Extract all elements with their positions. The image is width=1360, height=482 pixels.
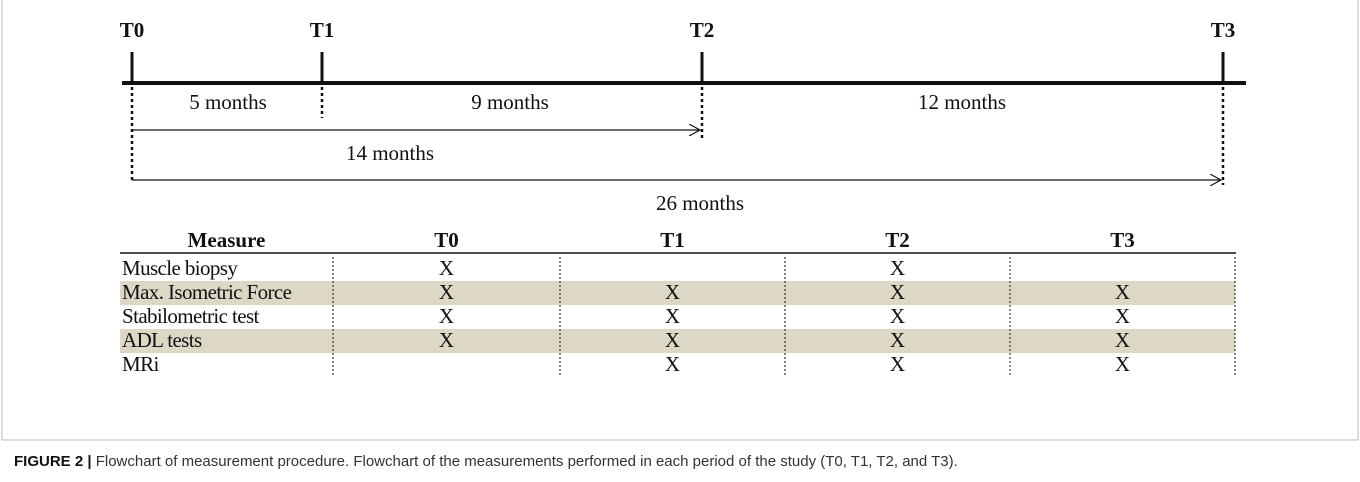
cell-mark: X (665, 352, 680, 376)
caption: FIGURE 2 | Flowchart of measurement proc… (14, 453, 958, 470)
cell-mark: X (665, 280, 680, 304)
cell-mark: X (1115, 280, 1130, 304)
table-header: T0 (434, 228, 459, 252)
interval-label: 12 months (918, 90, 1006, 114)
cell-mark: X (665, 304, 680, 328)
interval-label: 5 months (189, 90, 267, 114)
cell-mark: X (439, 256, 454, 280)
interval-label: 9 months (471, 90, 549, 114)
cell-mark: X (439, 280, 454, 304)
span-label: 14 months (346, 141, 434, 165)
row-label: Muscle biopsy (122, 256, 238, 280)
cell-mark: X (439, 328, 454, 352)
cell-mark: X (1115, 352, 1130, 376)
timepoint-label: T2 (690, 18, 715, 42)
cell-mark: X (890, 304, 905, 328)
cell-mark: X (1115, 304, 1130, 328)
timepoint-label: T1 (310, 18, 335, 42)
row-shading (120, 281, 1235, 305)
table-header: T2 (885, 228, 910, 252)
table-header: T3 (1110, 228, 1135, 252)
timepoint-label: T0 (120, 18, 145, 42)
row-label: MRi (122, 352, 159, 376)
cell-mark: X (890, 328, 905, 352)
cell-mark: X (890, 280, 905, 304)
cell-mark: X (665, 328, 680, 352)
row-label: Max. Isometric Force (122, 280, 292, 304)
cell-mark: X (1115, 328, 1130, 352)
timepoint-label: T3 (1211, 18, 1236, 42)
table-header: T1 (660, 228, 685, 252)
span-label: 26 months (656, 191, 744, 215)
row-shading (120, 329, 1235, 353)
figure-frame (1, 0, 1359, 441)
row-label: Stabilometric test (122, 304, 260, 328)
row-label: ADL tests (122, 328, 202, 352)
caption-label: FIGURE 2 | (14, 453, 92, 470)
cell-mark: X (890, 352, 905, 376)
caption-text: Flowchart of measurement procedure. Flow… (96, 453, 958, 470)
cell-mark: X (890, 256, 905, 280)
cell-mark: X (439, 304, 454, 328)
table-header: Measure (188, 228, 266, 252)
